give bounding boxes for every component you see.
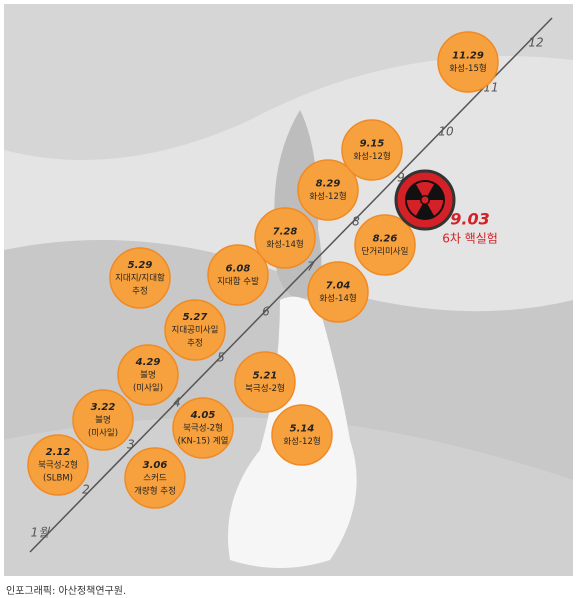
node-label: 개량형 추정 [134,486,176,497]
node-label: 스커드 [143,474,167,484]
credit: 인포그래픽: 아산정책연구원. [6,586,127,597]
node-label: 지대공미사일 [172,326,219,336]
node-date: 3.22 [91,402,116,413]
node-label: 화성-12형 [283,437,320,447]
node-date: 9.15 [360,139,385,150]
node-label: 북극성-2형 [245,384,285,394]
node-date: 7.04 [326,281,351,292]
nuclear-icon [406,200,423,216]
node-label: 화성-12형 [353,152,390,162]
node-label: (KN-15) 계열 [178,436,229,447]
terrain [4,4,573,160]
launch-node [437,31,499,93]
launch-node [172,397,234,459]
month-label: 5 [217,351,225,365]
node-label: (미사일) [88,429,118,439]
diagram: 1월234567891011122.12북극성-2형(SLBM)3.06스커드개… [4,4,573,576]
launch-node [271,404,333,466]
node-label: (SLBM) [43,474,73,484]
node-label: 불명 [140,370,156,381]
month-label: 3 [127,438,135,452]
node-label: 화성-14형 [319,294,356,304]
month-label: 7 [307,260,315,274]
node-label: 화성-12형 [309,192,346,202]
month-label: 9 [397,171,405,185]
launch-node [354,214,416,276]
launch-node [341,119,403,181]
launch-node [72,389,134,451]
node-label: 지대함 수발 [217,276,259,287]
node-date: 5.27 [183,312,208,323]
node-date: 7.28 [273,227,298,238]
node-label: 추정 [187,338,203,349]
node-label: 불명 [95,415,111,426]
nuclear-icon [421,196,429,204]
month-label: 4 [173,396,181,410]
node-label: 추정 [132,286,148,297]
node-date: 2.12 [46,447,71,458]
launch-node [109,247,171,309]
node-date: 3.06 [143,460,168,471]
node-date: 5.21 [253,371,278,382]
month-label: 10 [438,125,454,139]
launch-node [164,299,226,361]
nuclear-icon [416,181,434,196]
node-date: 5.14 [290,424,315,435]
month-label: 8 [352,215,360,229]
node-date: 6.08 [226,264,251,275]
launch-node [234,351,296,413]
node-date: 4.05 [190,410,216,421]
launch-node [307,261,369,323]
month-label: 1월 [31,526,51,540]
launch-node [254,207,316,269]
timeline-axis [29,17,553,553]
node-date: 8.26 [373,234,398,245]
node-label: (미사일) [133,384,163,394]
event-date: 9.03 [450,210,489,229]
nuclear-icon [427,200,443,216]
month-label: 6 [262,305,270,319]
node-label: 화성-15형 [449,64,486,74]
month-label: 2 [82,483,90,497]
month-label: 12 [528,36,543,50]
node-label: 지대지/지대함 [115,274,165,284]
event-label: 6차 핵실험 [442,232,498,246]
launch-node [117,344,179,406]
node-label: 북극성-2형 [183,424,223,434]
node-label: 북극성-2형 [38,461,78,471]
launch-node [27,434,89,496]
node-label: 화성-14형 [266,240,303,250]
launch-node [297,159,359,221]
node-label: 단거리미사일 [362,246,409,257]
launch-node [124,447,186,509]
node-date: 11.29 [452,51,484,62]
node-date: 8.29 [316,179,341,190]
node-date: 5.29 [128,260,153,271]
launch-node [207,244,269,306]
node-date: 4.29 [135,357,161,368]
